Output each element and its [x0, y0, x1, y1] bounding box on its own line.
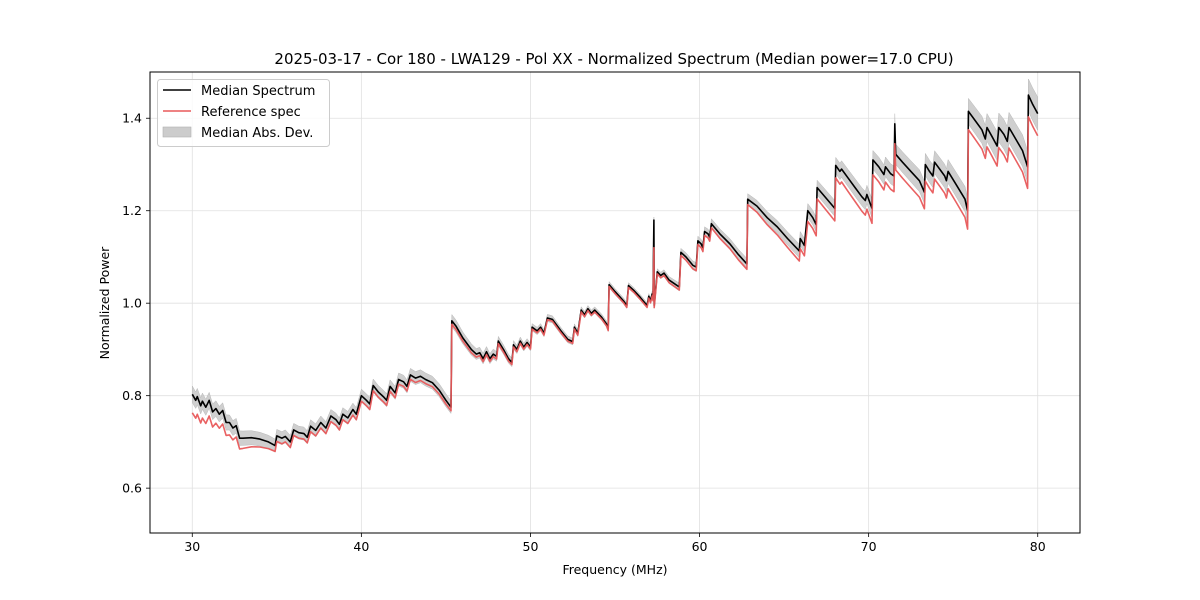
- x-axis: 30 40 50 60 70 80: [184, 533, 1046, 554]
- legend-label-median: Median Spectrum: [201, 84, 315, 99]
- legend-label-reference: Reference spec: [201, 105, 301, 120]
- x-tick-label: 60: [692, 539, 708, 554]
- x-tick-label: 70: [861, 539, 877, 554]
- legend: Median Spectrum Reference spec Median Ab…: [157, 79, 330, 147]
- y-tick-label: 1.0: [122, 296, 142, 311]
- plot-area: [191, 78, 1039, 453]
- y-tick-label: 1.4: [122, 111, 142, 126]
- y-axis-label: Normalized Power: [97, 246, 112, 360]
- y-axis: 0.6 0.8 1.0 1.2 1.4: [122, 111, 150, 496]
- reference-spectrum-line: [191, 116, 1039, 453]
- x-tick-label: 50: [523, 539, 539, 554]
- x-tick-label: 80: [1030, 539, 1046, 554]
- y-tick-label: 0.8: [122, 388, 142, 403]
- x-tick-label: 30: [184, 539, 200, 554]
- chart-title: 2025-03-17 - Cor 180 - LWA129 - Pol XX -…: [274, 50, 953, 68]
- y-tick-label: 1.2: [122, 203, 142, 218]
- axes-frame: [149, 71, 1081, 534]
- y-tick-label: 0.6: [122, 481, 142, 496]
- x-tick-label: 40: [353, 539, 369, 554]
- legend-label-mad: Median Abs. Dev.: [201, 126, 313, 141]
- x-axis-label: Frequency (MHz): [562, 562, 667, 577]
- legend-box: [157, 79, 330, 147]
- mad-band: [192, 78, 1038, 453]
- grid: [150, 72, 1080, 533]
- legend-swatch-mad: [162, 126, 192, 138]
